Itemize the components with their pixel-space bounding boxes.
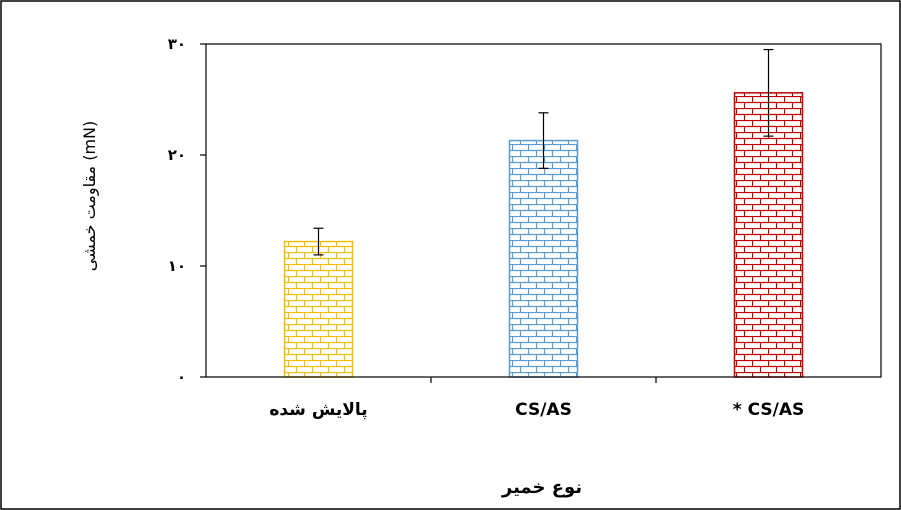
- error-bar-3: [763, 48, 774, 137]
- labels-layer: نوع خمیر مقاومت خمشی (mN): [80, 121, 582, 498]
- bar-2: [508, 139, 579, 378]
- y-tick-label-0: ٠: [177, 368, 186, 386]
- y-tick-label-3: ٣٠: [168, 35, 186, 53]
- x-category-label-2: CS/AS: [515, 400, 572, 420]
- x-category-label-1: پالایش شده: [269, 400, 367, 420]
- plot-frame: [205, 43, 882, 378]
- y-tick-label-2: ٢٠: [168, 146, 186, 164]
- axes-layer: ٠ ١٠ ٢٠ ٣٠ پالایش شده CS/AS * CS/AS: [168, 35, 882, 420]
- x-category-label-3: * CS/AS: [733, 400, 804, 420]
- y-axis-title: مقاومت خمشی (mN): [80, 121, 100, 272]
- bars-layer: [283, 48, 804, 378]
- error-bar-2: [538, 112, 549, 169]
- bar-1: [283, 240, 354, 378]
- error-bar-1: [313, 227, 324, 256]
- y-tick-label-1: ١٠: [168, 257, 186, 275]
- x-axis-title: نوع خمیر: [501, 477, 582, 498]
